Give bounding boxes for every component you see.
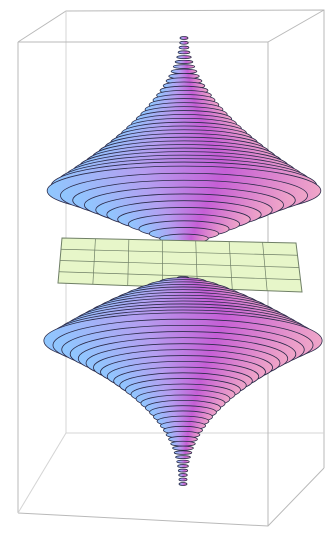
lower-surface: [43, 276, 323, 486]
lower-contour-ring: [176, 459, 190, 464]
lower-contour-ring: [172, 445, 194, 451]
upper-contour-ring: [170, 68, 198, 75]
lower-contour-ring: [177, 468, 189, 473]
lower-contour-ring: [177, 464, 189, 468]
lower-contour-ring: [178, 482, 188, 486]
upper-surface: [46, 36, 322, 250]
plane-grid-line: [59, 260, 300, 268]
plane-grid-line: [60, 248, 298, 256]
upper-contour-ring: [178, 45, 190, 50]
lower-contour-ring: [173, 450, 193, 455]
separator-plane: [57, 237, 303, 293]
upper-contour-ring: [172, 64, 196, 69]
upper-contour-ring: [176, 55, 192, 59]
lower-contour-ring: [178, 473, 188, 477]
upper-contour-ring: [179, 40, 189, 45]
upper-contour-ring: [174, 59, 194, 64]
upper-contour-ring: [179, 36, 189, 40]
lower-contour-ring: [178, 477, 188, 482]
plane-surface: [57, 237, 303, 293]
plane-grid-line: [58, 271, 301, 281]
lower-contour-ring: [175, 455, 191, 460]
upper-contour-ring: [177, 50, 191, 55]
lower-contour-ring: [170, 440, 196, 447]
